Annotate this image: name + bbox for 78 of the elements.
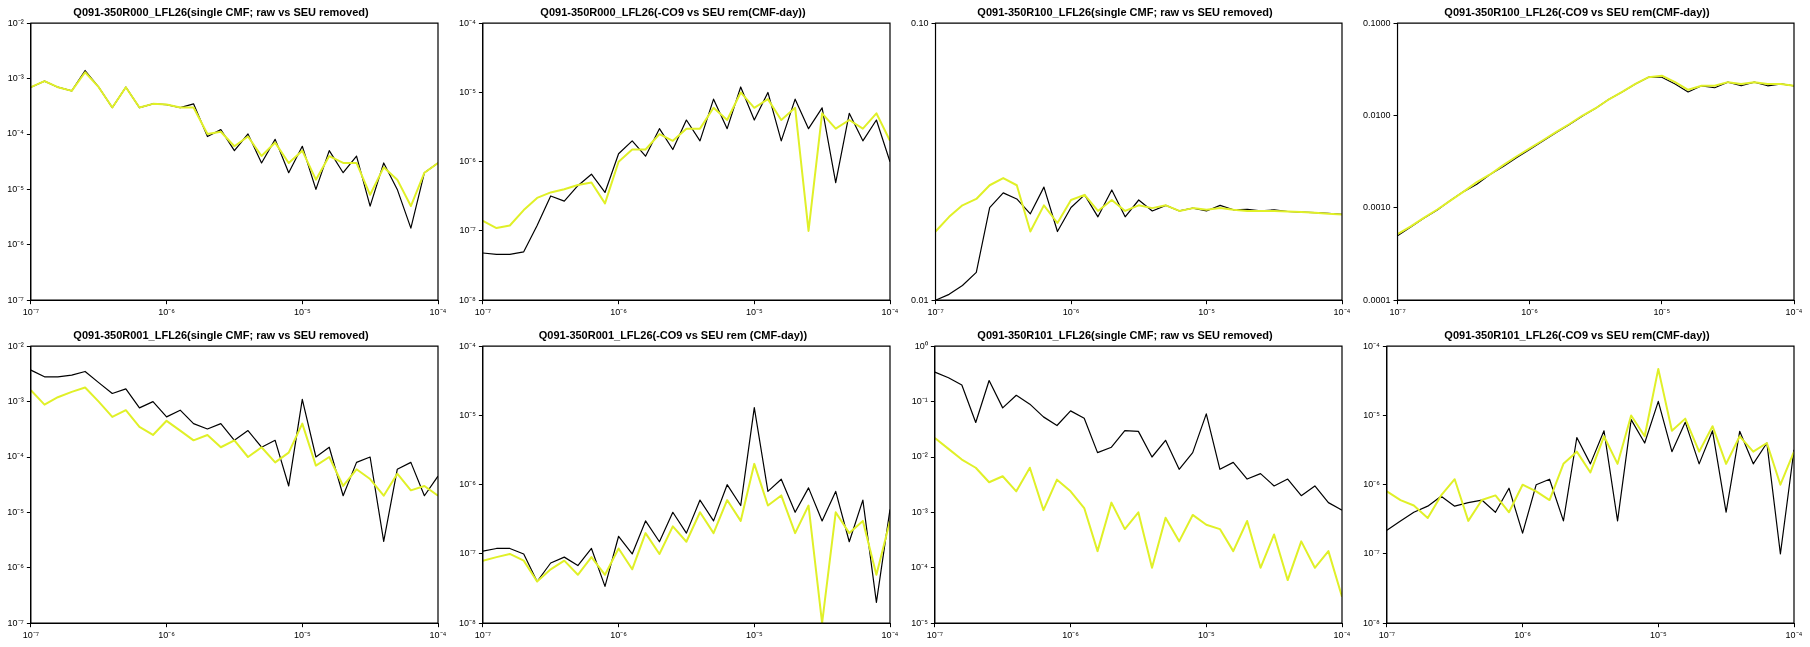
y-tick-label: 0.10	[910, 17, 929, 28]
y-tick-label: 10⁻³	[7, 73, 24, 84]
y-tick-label: 10⁻⁶	[459, 156, 477, 167]
y-tick-label: 10⁻⁶	[1363, 479, 1381, 490]
y-tick-label: 0.01	[910, 294, 929, 305]
y-tick-label: 10⁻²	[911, 451, 928, 462]
x-tick-label: 10⁻⁷	[474, 630, 492, 641]
y-tick-label: 10⁻⁸	[459, 294, 477, 305]
y-tick-label: 10⁻⁷	[7, 617, 24, 628]
x-tick-label: 10⁻⁴	[1333, 307, 1351, 318]
x-tick-label: 10⁻⁶	[1062, 307, 1080, 318]
y-tick-label: 0.1000	[1363, 17, 1391, 28]
x-tick-label: 10⁻⁶	[1514, 630, 1532, 641]
y-tick-label: 10⁻⁵	[7, 506, 25, 517]
x-tick-label: 10⁻⁷	[22, 630, 40, 641]
chart-title: Q091-350R101_LFL26(-CO9 vs SEU rem(CMF-day))	[1444, 328, 1710, 341]
y-tick-label: 10⁻⁵	[459, 86, 477, 97]
y-tick-label: 10⁻⁶	[7, 239, 25, 250]
x-tick-label: 10⁻⁴	[1785, 307, 1803, 318]
x-tick-label: 10⁻⁶	[158, 630, 176, 641]
y-tick-label: 10⁻⁵	[911, 617, 929, 628]
y-tick-label: 10⁻⁵	[1363, 409, 1381, 420]
y-tick-label: 10⁻⁵	[7, 183, 25, 194]
x-tick-label: 10⁻⁵	[1198, 307, 1216, 318]
y-tick-label: 10⁻⁷	[459, 548, 476, 559]
y-tick-label: 10⁻¹	[911, 396, 928, 407]
y-tick-label: 0.0010	[1363, 202, 1391, 213]
chart-title: Q091-350R101_LFL26(single CMF; raw vs SEU removed)	[977, 328, 1273, 341]
x-tick-label: 10⁻⁶	[610, 630, 628, 641]
y-tick-label: 10⁻⁷	[7, 294, 24, 305]
x-tick-label: 10⁻⁵	[745, 630, 763, 641]
x-tick-label: 10⁻⁷	[926, 630, 944, 641]
y-tick-label: 10⁻⁴	[6, 451, 24, 462]
x-tick-label: 10⁻⁴	[881, 307, 899, 318]
x-tick-label: 10⁻⁵	[1653, 307, 1671, 318]
y-tick-label: 10⁻⁵	[459, 409, 477, 420]
x-tick-label: 10⁻⁴	[1333, 630, 1351, 641]
y-tick-label: 10⁻⁶	[459, 479, 477, 490]
x-tick-label: 10⁻⁴	[1785, 630, 1803, 641]
chart-title: Q091-350R100_LFL26(-CO9 vs SEU rem(CMF-day))	[1444, 5, 1710, 18]
y-tick-label: 10⁻⁶	[7, 562, 25, 573]
chart-title: Q091-350R000_LFL26(-CO9 vs SEU rem(CMF-day))	[540, 5, 806, 18]
x-tick-label: 10⁻⁵	[293, 630, 311, 641]
y-tick-label: 10⁻⁴	[458, 340, 476, 351]
y-tick-label: 10⁻⁴	[458, 17, 476, 28]
x-tick-label: 10⁻⁶	[1521, 307, 1539, 318]
chart-title: Q091-350R001_LFL26(-CO9 vs SEU rem (CMF-day))	[538, 328, 808, 341]
y-tick-label: 10⁻⁴	[910, 562, 928, 573]
y-tick-label: 10⁻⁷	[459, 225, 476, 236]
y-tick-label: 0.0100	[1363, 110, 1391, 121]
y-tick-label: 10⁻³	[911, 506, 928, 517]
x-tick-label: 10⁻⁶	[158, 307, 176, 318]
x-tick-label: 10⁻⁵	[1649, 630, 1667, 641]
y-tick-label: 10⁻²	[7, 17, 24, 28]
chart-title: Q091-350R100_LFL26(single CMF; raw vs SEU removed)	[977, 5, 1273, 18]
x-tick-label: 10⁻⁷	[474, 307, 492, 318]
y-tick-label: 10⁻⁸	[459, 617, 477, 628]
y-tick-label: 10⁰	[914, 340, 928, 351]
y-tick-label: 0.0001	[1363, 294, 1391, 305]
x-tick-label: 10⁻⁶	[1062, 630, 1080, 641]
x-tick-label: 10⁻⁴	[429, 307, 447, 318]
x-tick-label: 10⁻⁷	[22, 307, 40, 318]
y-tick-label: 10⁻⁴	[1362, 340, 1380, 351]
x-tick-label: 10⁻⁴	[881, 630, 899, 641]
y-tick-label: 10⁻²	[7, 340, 24, 351]
y-tick-label: 10⁻⁷	[1363, 548, 1380, 559]
y-tick-label: 10⁻⁸	[1363, 617, 1381, 628]
chart-title: Q091-350R001_LFL26(single CMF; raw vs SEU removed)	[73, 328, 369, 341]
x-tick-label: 10⁻⁷	[1389, 307, 1406, 318]
x-tick-label: 10⁻⁶	[610, 307, 628, 318]
x-tick-label: 10⁻⁴	[429, 630, 447, 641]
x-tick-label: 10⁻⁵	[1197, 630, 1215, 641]
y-tick-label: 10⁻³	[7, 396, 24, 407]
chart-title: Q091-350R000_LFL26(single CMF; raw vs SEU removed)	[73, 5, 369, 18]
x-tick-label: 10⁻⁵	[293, 307, 311, 318]
x-tick-label: 10⁻⁵	[745, 307, 763, 318]
y-tick-label: 10⁻⁴	[6, 128, 24, 139]
x-tick-label: 10⁻⁷	[927, 307, 944, 318]
